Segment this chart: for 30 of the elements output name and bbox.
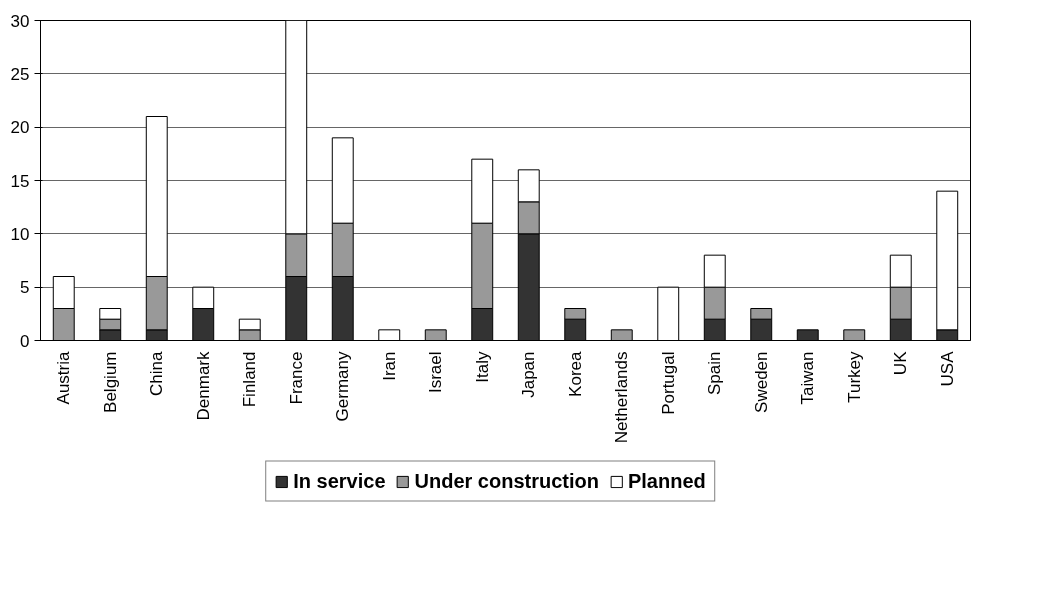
x-tick-label: Belgium xyxy=(100,351,120,413)
y-tick-label: 30 xyxy=(10,11,30,31)
x-tick-label: Japan xyxy=(519,351,539,398)
x-tick-label: Iran xyxy=(379,351,399,381)
x-tick-label: China xyxy=(147,350,167,396)
y-tick-label: 0 xyxy=(20,331,30,351)
y-tick-label: 15 xyxy=(10,171,30,191)
x-tick-label: Denmark xyxy=(193,351,213,421)
y-tick-label: 20 xyxy=(10,118,30,138)
x-tick-label: Italy xyxy=(472,351,492,383)
y-tick-label: 5 xyxy=(20,278,30,298)
x-tick-label: Israel xyxy=(426,351,446,394)
x-tick-label: Finland xyxy=(240,351,260,408)
x-tick-label: Turkey xyxy=(844,351,864,403)
x-tick-label: Portugal xyxy=(658,351,678,415)
x-tick-label: Spain xyxy=(705,351,725,395)
x-tick-label: Sweden xyxy=(751,351,771,413)
x-tick-label: USA xyxy=(937,350,957,387)
legend-label: Under construction xyxy=(414,469,599,493)
x-tick-label: Korea xyxy=(565,350,585,397)
legend-label: Planned xyxy=(627,469,706,493)
legend-label: In service xyxy=(293,469,386,493)
x-tick-label: France xyxy=(286,351,306,405)
y-tick-label: 10 xyxy=(10,224,30,244)
x-tick-label: Austria xyxy=(54,350,74,405)
x-tick-label: Germany xyxy=(333,351,353,422)
x-tick-label: UK xyxy=(891,350,911,376)
y-tick-label: 25 xyxy=(10,64,30,84)
x-tick-label: Taiwan xyxy=(798,351,818,405)
x-tick-label: Netherlands xyxy=(612,351,632,444)
